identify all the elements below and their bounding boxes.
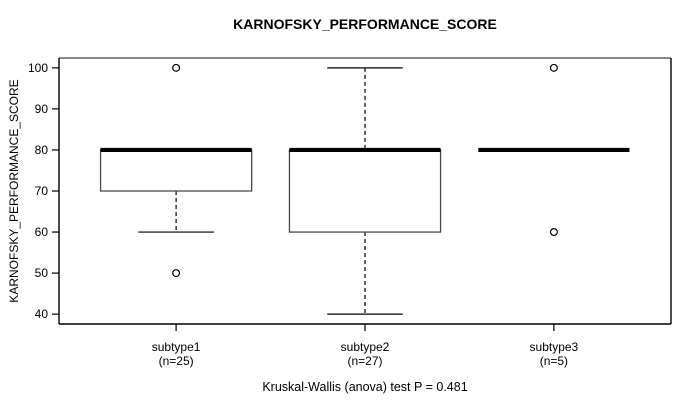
iqr-box <box>99 149 253 192</box>
stat-test-caption: Kruskal-Wallis (anova) test P = 0.481 <box>262 380 467 394</box>
y-tick-label: 100 <box>28 61 48 75</box>
group-label: subtype3 <box>530 340 579 354</box>
y-axis-label: KARNOFSKY_PERFORMANCE_SCORE <box>7 79 21 302</box>
y-tick-label: 40 <box>35 307 49 321</box>
chart-title: KARNOFSKY_PERFORMANCE_SCORE <box>233 16 497 32</box>
plot-area: 405060708090100subtype1(n=25)subtype2(n=… <box>28 57 672 368</box>
y-tick-label: 80 <box>35 143 49 157</box>
y-tick-label: 70 <box>35 184 49 198</box>
group-label: subtype1 <box>152 340 201 354</box>
group-label: subtype2 <box>341 340 390 354</box>
y-tick-label: 90 <box>35 102 49 116</box>
group-sublabel: (n=27) <box>347 354 382 368</box>
iqr-box <box>288 149 442 233</box>
y-tick-label: 50 <box>35 266 49 280</box>
outlier-point <box>549 63 558 72</box>
group-sublabel: (n=5) <box>540 354 568 368</box>
group-sublabel: (n=25) <box>159 354 194 368</box>
outlier-point <box>172 63 181 72</box>
outlier-point <box>549 228 558 237</box>
outlier-point <box>172 269 181 278</box>
y-tick-label: 60 <box>35 225 49 239</box>
